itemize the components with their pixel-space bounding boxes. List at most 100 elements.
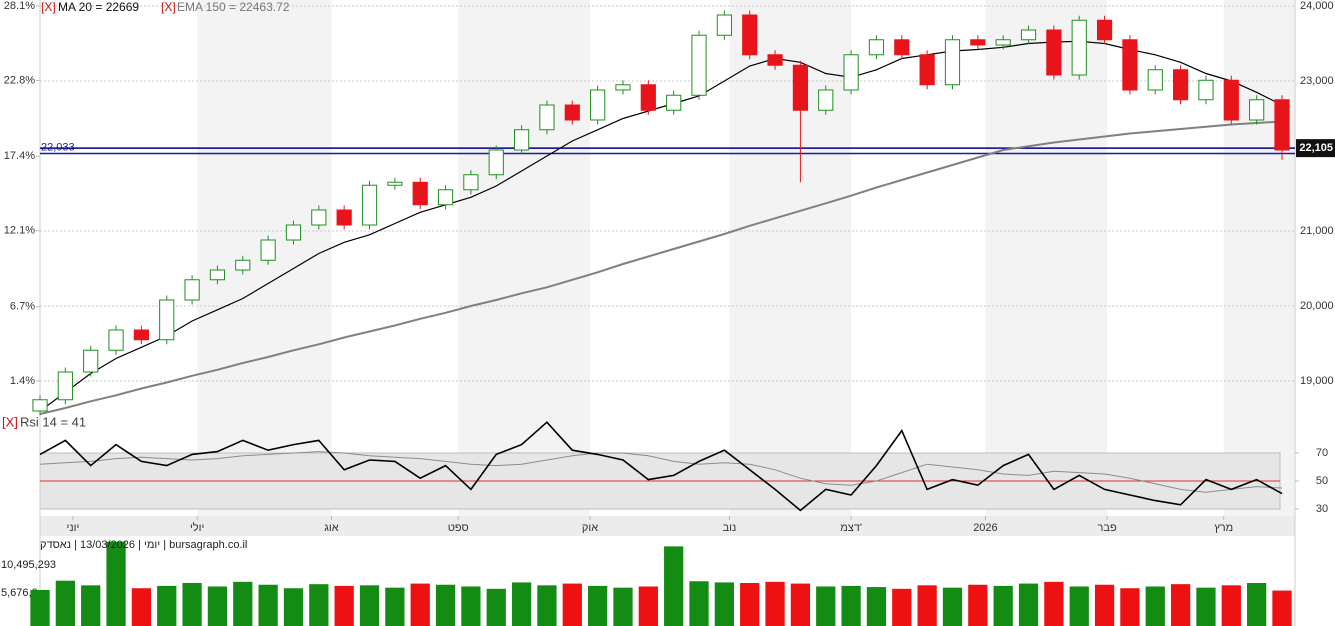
candle-body	[1223, 79, 1239, 121]
volume-bar	[841, 585, 861, 626]
volume-bar	[1018, 583, 1039, 626]
volume-bar	[613, 587, 633, 626]
volume-bar	[359, 585, 380, 626]
indicator-label: MA 20 = 22669	[58, 0, 139, 14]
volume-bar	[1120, 588, 1140, 626]
candle-body	[944, 39, 961, 86]
volume-bar	[1247, 583, 1267, 626]
volume-bar	[562, 583, 582, 626]
x-axis-strip	[40, 516, 1295, 536]
volume-bar	[283, 588, 304, 626]
candle-body	[666, 94, 682, 111]
candle-body	[818, 89, 834, 111]
candle-body	[1122, 39, 1138, 91]
candle-body	[564, 104, 580, 121]
volume-bar	[182, 583, 202, 626]
candle-body	[919, 54, 935, 86]
level-label: 22,105	[1299, 142, 1333, 154]
footer-label: יומי | 13/03/2026 | נאסדק | bursagraph.c…	[40, 539, 247, 551]
x-tick-label: אוג	[324, 522, 339, 534]
volume-bar	[486, 588, 506, 626]
indicator-marker: [X]	[41, 0, 56, 14]
x-tick-label: נוב	[723, 522, 737, 534]
volume-bar	[233, 581, 253, 626]
y2-tick-label: 12.1%	[4, 225, 35, 237]
x-tick-label: מרץ	[1214, 522, 1233, 534]
candle-body	[1096, 19, 1113, 41]
y2-tick-label: 28.1%	[4, 0, 35, 12]
candle-body	[767, 54, 783, 66]
candle-body	[640, 84, 656, 111]
candle-body	[83, 349, 99, 373]
candle-body	[336, 209, 352, 226]
candle-body	[260, 239, 276, 261]
month-band	[985, 0, 1108, 516]
y-tick-label: 50	[1316, 475, 1328, 487]
volume-bar	[1044, 581, 1064, 626]
indicator-marker: [X]	[161, 0, 176, 14]
candle-body	[1147, 69, 1163, 91]
candle-body	[285, 224, 302, 241]
volume-bar	[511, 582, 532, 626]
y-tick-label: 24,000	[1300, 0, 1334, 12]
candle-body	[742, 14, 758, 56]
candle-body	[1198, 79, 1214, 101]
volume-bar	[942, 587, 963, 626]
volume-bar	[740, 583, 760, 626]
volume-bar	[1221, 585, 1241, 626]
volume-bar	[30, 589, 50, 626]
candle-body	[513, 129, 530, 151]
candle-body	[1046, 29, 1062, 76]
volume-bar	[1170, 584, 1191, 626]
y2-tick-label: 1.4%	[10, 375, 35, 387]
candle-body	[1173, 69, 1189, 101]
indicator-label: EMA 150 = 22463.72	[177, 0, 290, 14]
candle-body	[716, 14, 732, 36]
x-tick-label: 2026	[973, 522, 997, 534]
candle-body	[209, 269, 226, 281]
volume-bar	[968, 584, 988, 626]
y-tick-label: 21,000	[1300, 225, 1334, 237]
volume-bar	[993, 585, 1013, 626]
volume-bar	[435, 584, 456, 626]
x-tick-label: אוק	[582, 522, 598, 534]
y2-tick-label: 6.7%	[10, 300, 35, 312]
level-box	[1296, 139, 1335, 158]
candle-body	[894, 39, 910, 56]
candle-body	[159, 299, 175, 341]
candle-body	[615, 84, 631, 91]
y-tick-label: 30	[1316, 503, 1328, 515]
volume-bar	[157, 585, 177, 626]
volume-bar	[1196, 587, 1216, 626]
candle-body	[843, 54, 859, 91]
volume-bar	[461, 586, 481, 626]
volume-bar	[1145, 586, 1165, 626]
candle-body	[488, 149, 504, 176]
candle-body	[412, 181, 428, 206]
y-tick-label: 19,000	[1300, 375, 1334, 387]
x-tick-label: ספט	[448, 522, 469, 534]
candle-body	[970, 39, 986, 46]
y2-tick-label: 17.4%	[4, 150, 35, 162]
volume-bar	[81, 585, 101, 626]
x-tick-label: יולי	[190, 521, 204, 534]
volume-bar	[866, 587, 887, 626]
volume-bar	[816, 586, 836, 626]
rsi-line	[39, 421, 1283, 512]
candle-body	[437, 189, 454, 206]
volume-bar	[689, 581, 709, 626]
volume-bar	[207, 586, 228, 626]
y-tick-label: 5,676,0	[1, 587, 38, 599]
candle-body	[1274, 99, 1290, 151]
y-tick-label: 10,495,293	[1, 559, 56, 571]
y-tick-label: 23,000	[1300, 75, 1334, 87]
y2-tick-label: 22.8%	[4, 74, 35, 86]
candle-body	[133, 329, 149, 341]
volume-bar	[790, 583, 811, 626]
volume-bar	[1272, 590, 1292, 626]
rsi-line	[39, 451, 1283, 493]
volume-bar	[664, 546, 684, 626]
volume-bar	[1094, 584, 1115, 626]
